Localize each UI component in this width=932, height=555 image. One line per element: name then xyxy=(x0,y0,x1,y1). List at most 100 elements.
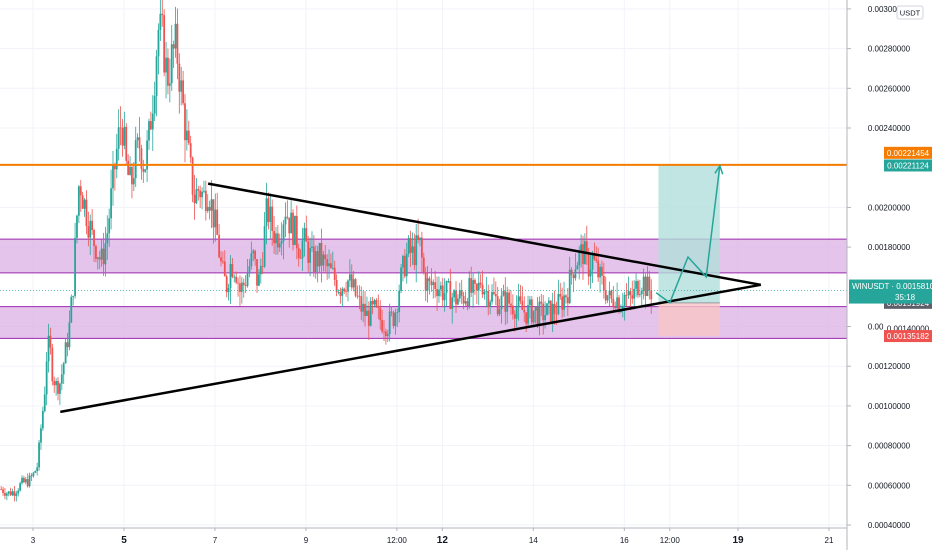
candle-up xyxy=(21,477,23,484)
candle-up xyxy=(185,130,188,141)
candle-down xyxy=(428,278,431,281)
candle-up xyxy=(405,253,408,277)
candle-up xyxy=(34,471,37,473)
candle-up xyxy=(117,127,120,149)
candle-up xyxy=(278,243,281,248)
candle-down xyxy=(261,266,264,267)
candle-up xyxy=(70,296,73,323)
x-tick-label: 16 xyxy=(620,536,629,545)
candle-up xyxy=(633,288,636,299)
candle-up xyxy=(248,266,251,274)
candle-down xyxy=(585,241,588,253)
resistance-price-label-box xyxy=(884,146,932,159)
candle-up xyxy=(498,309,501,315)
candle-down xyxy=(460,290,463,296)
candle-down xyxy=(316,251,319,267)
candle-up xyxy=(112,164,114,189)
candle-up xyxy=(599,266,601,278)
candle-up xyxy=(210,199,213,211)
candle-up xyxy=(275,233,277,244)
candle-down xyxy=(555,313,558,315)
candle-down xyxy=(167,57,169,86)
candle-up xyxy=(259,266,262,275)
candle-up xyxy=(616,297,619,309)
candle-up xyxy=(24,479,27,483)
candle-up xyxy=(563,295,565,310)
candle-down xyxy=(377,306,380,308)
candle-down xyxy=(276,233,279,248)
candle-down xyxy=(371,300,374,305)
candle-down xyxy=(13,491,16,496)
candle-up xyxy=(74,237,76,297)
candle-down xyxy=(2,489,4,494)
candle-up xyxy=(11,491,14,496)
candle-down xyxy=(4,493,6,496)
stop-loss-price-label-box xyxy=(884,330,932,343)
candle-down xyxy=(273,230,275,244)
y-tick-label: 0.00100000 xyxy=(868,402,911,411)
candle-down xyxy=(601,266,603,276)
y-tick-label-behind-text: 0.00140000 xyxy=(887,325,930,334)
candle-up xyxy=(311,246,313,248)
candle-down xyxy=(493,292,495,295)
candle-down xyxy=(288,217,291,234)
candle-down xyxy=(212,199,215,228)
candle-down xyxy=(648,276,651,291)
x-tick-label: 12 xyxy=(437,535,449,546)
y-tick-label: 0.00120000 xyxy=(868,362,911,371)
candle-down xyxy=(381,320,384,332)
candle-down xyxy=(618,297,620,313)
take-profit-price-label-text: 0.00221124 xyxy=(887,161,929,170)
candle-down xyxy=(235,276,238,283)
candle-down xyxy=(26,479,29,487)
candle-up xyxy=(547,300,550,304)
candle-down xyxy=(436,289,438,297)
long-position-tool[interactable] xyxy=(658,165,720,337)
candle-up xyxy=(388,311,391,335)
candle-up xyxy=(396,312,399,313)
candle-down xyxy=(305,228,308,242)
candle-down xyxy=(242,282,245,286)
candle-up xyxy=(47,335,50,362)
candle-down xyxy=(149,121,152,130)
candle-up xyxy=(400,267,402,291)
candle-up xyxy=(201,191,203,198)
candle-down xyxy=(384,331,387,336)
candle-down xyxy=(409,238,412,253)
candle-up xyxy=(426,278,429,291)
price-axis-panel xyxy=(847,0,932,550)
countdown-text: 35:18 xyxy=(895,293,916,302)
candle-up xyxy=(642,276,645,291)
resistance-price-label-text: 0.00221454 xyxy=(887,149,930,158)
candle-down xyxy=(593,254,596,260)
candle-up xyxy=(443,292,446,301)
candle-down xyxy=(475,283,478,291)
candle-down xyxy=(125,126,128,161)
candle-down xyxy=(462,295,465,304)
candle-up xyxy=(240,282,243,292)
candle-up xyxy=(159,13,162,30)
candle-down xyxy=(161,13,164,16)
candle-up xyxy=(532,310,535,323)
candle-up xyxy=(407,238,410,254)
candle-down xyxy=(602,275,605,291)
loss-zone xyxy=(658,302,720,337)
projection-arrowhead xyxy=(714,164,724,175)
x-tick-label: 7 xyxy=(213,536,218,545)
candle-down xyxy=(455,290,457,305)
candle-up xyxy=(638,294,641,296)
candle-up xyxy=(17,490,20,494)
y-tick-label: 0.00200000 xyxy=(868,203,911,212)
current-price-badge xyxy=(849,279,932,304)
projection-path[interactable] xyxy=(655,164,724,304)
candle-down xyxy=(595,259,598,261)
candle-down xyxy=(474,280,476,284)
candle-up xyxy=(322,254,325,266)
candle-down xyxy=(307,241,310,263)
candle-up xyxy=(362,303,365,312)
candle-up xyxy=(386,334,389,336)
triangle-pattern[interactable] xyxy=(60,182,761,414)
candle-down xyxy=(525,312,528,324)
